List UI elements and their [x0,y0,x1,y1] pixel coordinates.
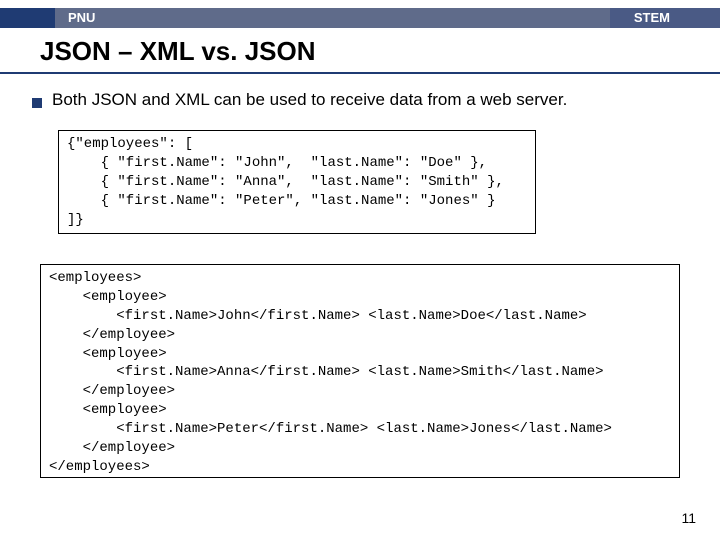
xml-code-box: <employees> <employee> <first.Name>John<… [40,264,680,478]
bullet-square-icon [32,98,42,108]
bullet-text: Both JSON and XML can be used to receive… [52,90,567,110]
header-right-label: STEM [634,8,670,28]
header-left-label: PNU [68,8,95,28]
header-accent-block [0,8,55,28]
slide-title: JSON – XML vs. JSON [40,36,316,67]
json-code-box: {"employees": [ { "first.Name": "John", … [58,130,536,234]
header-bar: PNU STEM [0,8,720,28]
page-number: 11 [681,510,696,526]
header-grey-strip [55,8,720,28]
title-underline [0,72,720,74]
